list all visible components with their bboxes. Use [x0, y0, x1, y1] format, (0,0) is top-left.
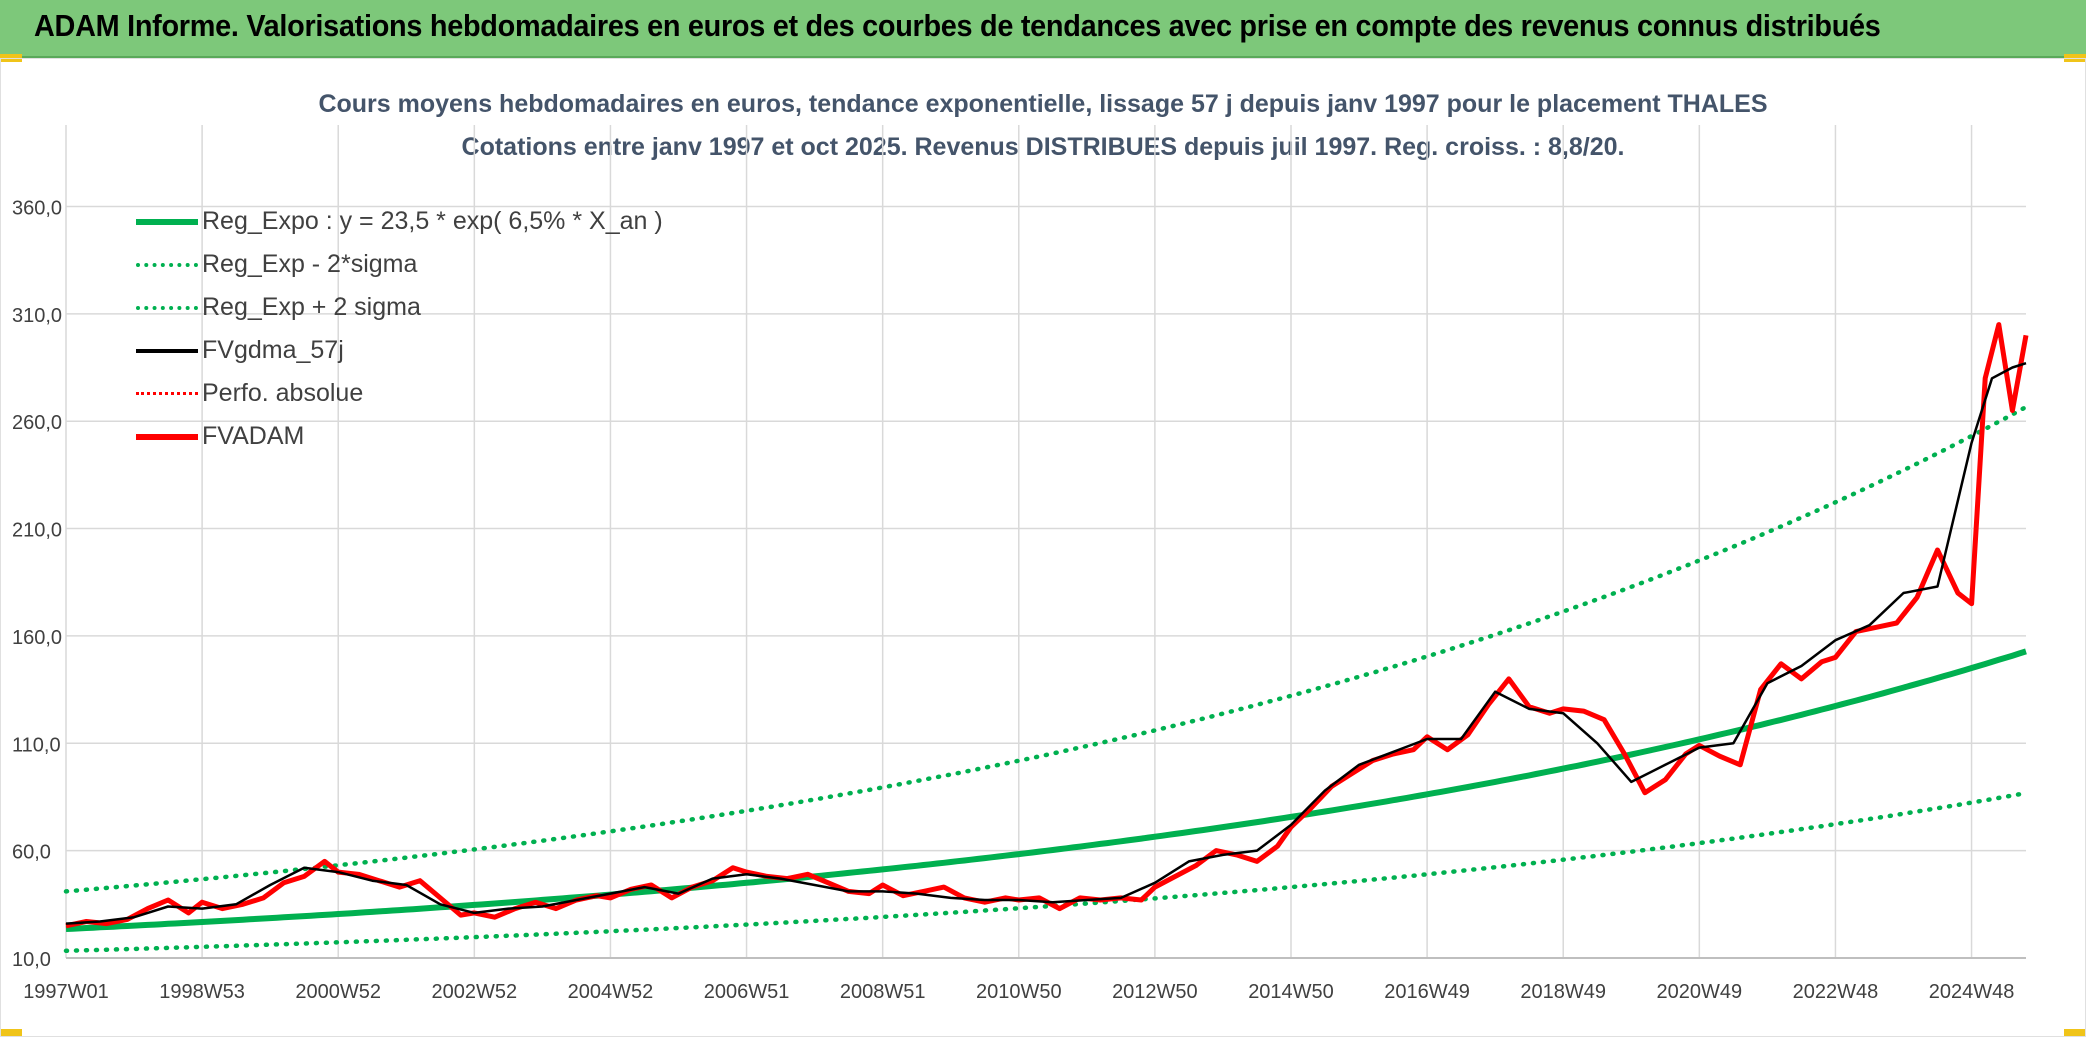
x-tick-label: 2006W51 — [704, 981, 790, 1003]
x-tick-label: 2020W49 — [1657, 981, 1743, 1003]
legend-item: Reg_Exp + 2 sigma — [136, 286, 663, 329]
series-reg-exp-plus-2-sigma — [63, 404, 2029, 894]
series-fvgdma-57j — [65, 362, 2027, 925]
x-tick-label: 2008W51 — [840, 981, 926, 1003]
legend-label: Reg_Exp - 2*sigma — [202, 250, 418, 278]
x-tick-label: 2002W52 — [432, 981, 518, 1003]
y-tick-label: 10,0 — [12, 949, 51, 971]
x-tick-label: 1997W01 — [23, 981, 109, 1003]
x-tick-label: 2024W48 — [1929, 981, 2015, 1003]
x-tick-label: 2010W50 — [976, 981, 1062, 1003]
legend-item: Reg_Expo : y = 23,5 * exp( 6,5% * X_an ) — [136, 200, 663, 243]
legend: Reg_Expo : y = 23,5 * exp( 6,5% * X_an )… — [136, 200, 663, 458]
legend-swatch — [136, 392, 198, 395]
corner-marker-bottom-left — [0, 1029, 22, 1037]
x-tick-label: 2004W52 — [568, 981, 654, 1003]
legend-label: Reg_Exp + 2 sigma — [202, 293, 421, 321]
y-tick-label: 310,0 — [12, 305, 62, 327]
legend-swatch — [136, 218, 198, 225]
legend-label: Perfo. absolue — [202, 379, 364, 407]
x-tick-label: 2000W52 — [295, 981, 381, 1003]
legend-swatch — [136, 262, 198, 267]
title-banner: ADAM Informe. Valorisations hebdomadaire… — [0, 0, 2086, 58]
series-fvadam — [65, 322, 2029, 929]
legend-swatch — [136, 433, 198, 440]
legend-swatch — [136, 348, 198, 353]
chart-title-line-2: Cotations entre janv 1997 et oct 2025. R… — [462, 133, 1625, 161]
series-reg-exp-minus-2-sigma — [63, 790, 2029, 954]
legend-item: Perfo. absolue — [136, 372, 663, 415]
series-reg-expo — [65, 648, 2027, 932]
x-tick-label: 1998W53 — [159, 981, 245, 1003]
y-tick-label: 360,0 — [12, 197, 62, 219]
x-tick-label: 2012W50 — [1112, 981, 1198, 1003]
chart-title-line-1: Cours moyens hebdomadaires en euros, ten… — [318, 90, 1767, 118]
y-tick-label: 60,0 — [12, 842, 51, 864]
corner-marker-bottom-right — [2064, 1029, 2086, 1037]
x-tick-label: 2018W49 — [1520, 981, 1606, 1003]
legend-label: Reg_Expo : y = 23,5 * exp( 6,5% * X_an ) — [202, 207, 663, 235]
y-tick-label: 210,0 — [12, 520, 62, 542]
legend-item: FVADAM — [136, 415, 663, 458]
legend-label: FVADAM — [202, 422, 305, 450]
y-tick-label: 110,0 — [12, 734, 61, 756]
banner-title: ADAM Informe. Valorisations hebdomadaire… — [34, 8, 1881, 43]
legend-label: FVgdma_57j — [202, 336, 344, 364]
legend-item: FVgdma_57j — [136, 329, 663, 372]
x-tick-label: 2022W48 — [1793, 981, 1879, 1003]
legend-swatch — [136, 305, 198, 310]
x-tick-label: 2016W49 — [1384, 981, 1470, 1003]
y-tick-label: 160,0 — [12, 627, 62, 649]
y-tick-label: 260,0 — [12, 412, 62, 434]
x-tick-label: 2014W50 — [1248, 981, 1334, 1003]
legend-item: Reg_Exp - 2*sigma — [136, 243, 663, 286]
